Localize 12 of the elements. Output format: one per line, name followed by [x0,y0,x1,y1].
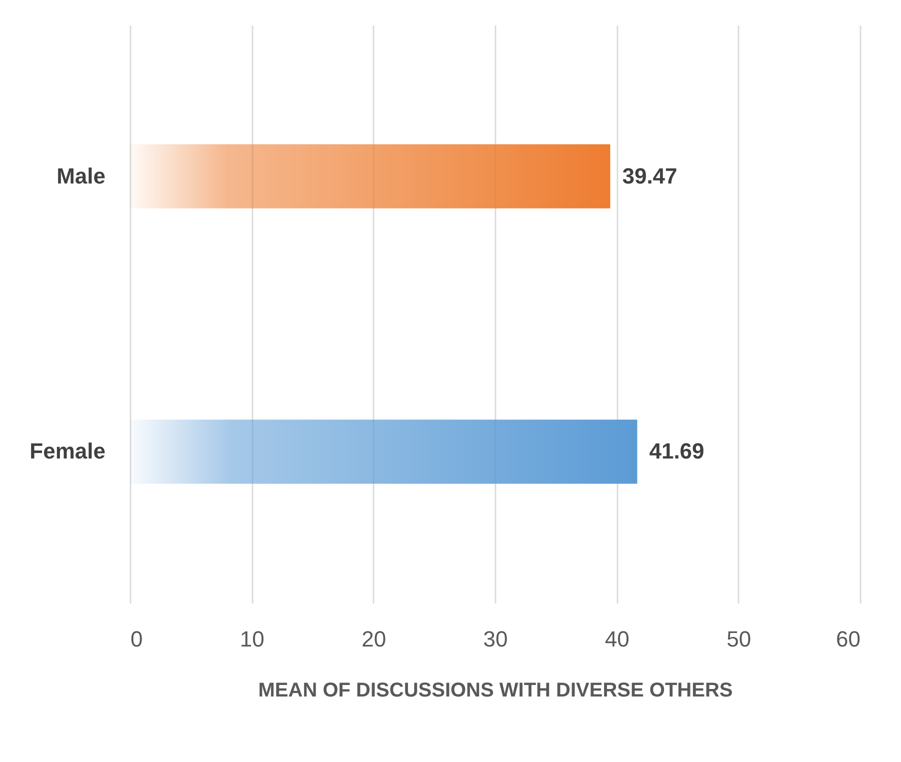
y-tick-label: Female [30,438,106,464]
x-tick-label: 0 [130,626,143,652]
data-label: 39.47 [622,163,678,188]
x-tick-label: 20 [362,626,386,652]
y-tick-label: Male [56,163,106,188]
x-tick-label: 30 [483,626,508,652]
x-tick-label: 40 [604,626,630,652]
x-axis-title: MEAN OF DISCUSSIONS WITH DIVERSE OTHERS [258,680,733,702]
x-tick-label: 50 [726,626,752,652]
data-label: 41.69 [649,438,704,464]
x-tick-label: 10 [240,626,264,652]
x-tick-label: 60 [836,626,860,652]
